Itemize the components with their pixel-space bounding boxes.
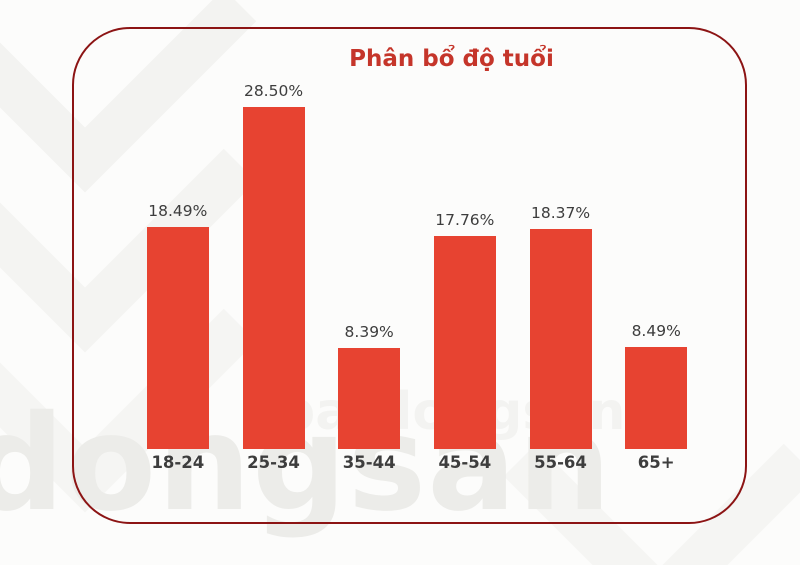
category-label: 35-44 (342, 453, 396, 472)
value-label: 18.37% (530, 204, 591, 222)
bar-column: 8.49% (608, 322, 704, 449)
bar (529, 229, 592, 449)
chart-area: Phân bổ độ tuổi 18.49% 28.50% 8.39% 17.76% 1… (74, 29, 745, 522)
chart-title: Phân bổ độ tuổi (349, 46, 554, 72)
bar (146, 227, 209, 449)
category-label: 25-34 (247, 453, 300, 472)
bar (338, 348, 401, 449)
value-label: 18.49% (148, 202, 208, 220)
bar-column: 17.76% (417, 211, 513, 449)
value-label: 8.39% (344, 323, 394, 341)
category-row: 18-24 25-34 35-44 45-54 55-64 65+ (130, 453, 704, 472)
bar (433, 236, 496, 449)
bar-column: 8.39% (321, 323, 417, 449)
bar-column: 28.50% (226, 82, 322, 449)
value-label: 28.50% (243, 82, 304, 100)
category-label: 55-64 (534, 453, 587, 472)
bar-column: 18.49% (130, 202, 226, 449)
plot-columns: 18.49% 28.50% 8.39% 17.76% 18.37% 8.49% (130, 77, 704, 449)
chart-card: Phân bổ độ tuổi 18.49% 28.50% 8.39% 17.76% 1… (72, 27, 747, 524)
category-label: 45-54 (438, 453, 492, 472)
bar (625, 347, 688, 449)
value-label: 17.76% (435, 211, 495, 229)
bar (242, 107, 305, 449)
bar-column: 18.37% (513, 204, 609, 449)
value-label: 8.49% (631, 322, 681, 340)
category-label: 18-24 (151, 453, 205, 472)
plot-area: 18.49% 28.50% 8.39% 17.76% 18.37% 8.49% 18-24… (130, 77, 704, 472)
category-label: 65+ (637, 453, 675, 472)
